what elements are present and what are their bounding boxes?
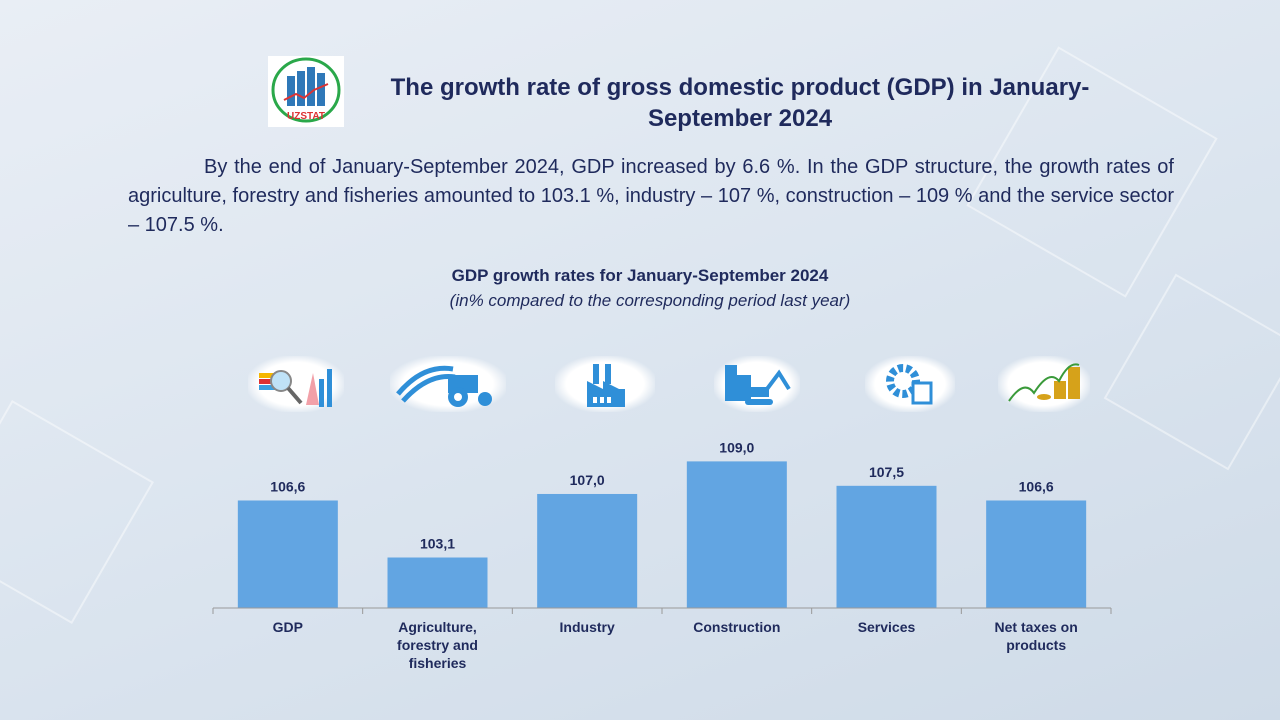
data-label: 107,5 bbox=[869, 464, 904, 480]
page-title: The growth rate of gross domestic produc… bbox=[390, 74, 1090, 132]
category-label: products bbox=[1006, 637, 1066, 653]
logo-text: UZSTAT bbox=[287, 111, 325, 122]
bar bbox=[537, 493, 638, 608]
data-label: 106,6 bbox=[1019, 478, 1054, 494]
category-label: Construction bbox=[693, 619, 780, 635]
bar bbox=[237, 500, 338, 608]
services-gear-icon bbox=[865, 356, 955, 412]
bar bbox=[686, 461, 787, 608]
chart-subtitle: (in% compared to the corresponding perio… bbox=[449, 291, 851, 310]
data-label: 109,0 bbox=[719, 439, 754, 455]
bar bbox=[387, 557, 488, 608]
data-label: 106,6 bbox=[270, 478, 305, 494]
agriculture-tractor-icon bbox=[390, 356, 506, 412]
category-label: Agriculture, bbox=[398, 619, 477, 635]
category-label: Services bbox=[858, 619, 916, 635]
bar bbox=[986, 500, 1087, 608]
category-label: forestry and bbox=[397, 637, 478, 653]
industry-factory-icon bbox=[555, 356, 655, 412]
construction-excavator-icon bbox=[714, 356, 800, 412]
summary-paragraph: By the end of January-September 2024, GD… bbox=[128, 156, 1174, 236]
net-taxes-coins-icon bbox=[998, 356, 1090, 412]
uzstat-logo: UZSTAT bbox=[268, 56, 344, 127]
category-label: Industry bbox=[560, 619, 615, 635]
data-label: 107,0 bbox=[570, 472, 605, 488]
category-label: GDP bbox=[273, 619, 303, 635]
background-hexagon bbox=[0, 399, 155, 625]
category-label: Net taxes on bbox=[995, 619, 1078, 635]
data-label: 103,1 bbox=[420, 536, 455, 552]
bar bbox=[836, 485, 937, 608]
gdp-chart-magnifier-icon bbox=[248, 356, 344, 412]
chart-title: GDP growth rates for January-September 2… bbox=[451, 266, 829, 285]
category-label: fisheries bbox=[409, 655, 467, 671]
